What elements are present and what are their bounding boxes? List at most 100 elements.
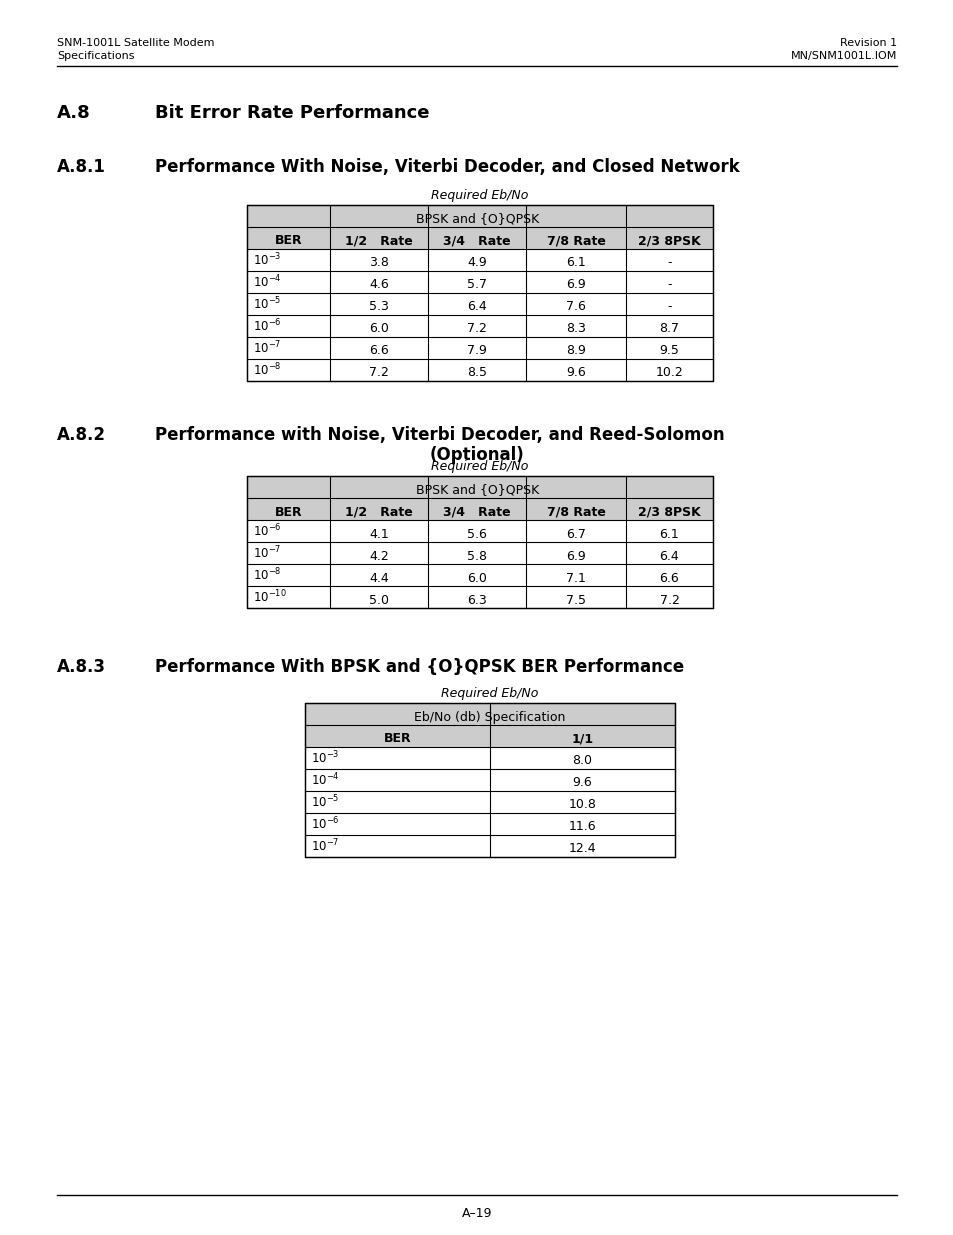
Text: 10.2: 10.2 (655, 367, 682, 379)
Text: 10$^{-6}$: 10$^{-6}$ (253, 522, 281, 540)
Text: 8.9: 8.9 (565, 345, 585, 357)
Text: A.8.2: A.8.2 (57, 426, 106, 445)
Text: 12.4: 12.4 (568, 842, 596, 856)
Text: BPSK and {O}QPSK: BPSK and {O}QPSK (416, 212, 539, 226)
Text: 4.1: 4.1 (369, 527, 389, 541)
Text: 10$^{-6}$: 10$^{-6}$ (253, 317, 281, 335)
Text: 4.4: 4.4 (369, 572, 389, 584)
Text: -: - (666, 257, 671, 269)
Text: -: - (666, 279, 671, 291)
Bar (305, 703, 675, 857)
Text: 6.0: 6.0 (369, 322, 389, 336)
Text: 6.4: 6.4 (659, 550, 679, 562)
Text: A.8.3: A.8.3 (57, 658, 106, 676)
Text: Required Eb/No: Required Eb/No (431, 459, 528, 473)
Text: 8.3: 8.3 (565, 322, 585, 336)
Text: 5.3: 5.3 (369, 300, 389, 314)
Text: 4.9: 4.9 (467, 257, 486, 269)
Text: Bit Error Rate Performance: Bit Error Rate Performance (154, 104, 429, 122)
Text: 3/4   Rate: 3/4 Rate (443, 505, 510, 519)
Text: 8.5: 8.5 (467, 367, 486, 379)
Text: 8.7: 8.7 (659, 322, 679, 336)
Text: 2/3 8PSK: 2/3 8PSK (638, 235, 700, 247)
Text: MN/SNM1001L.IOM: MN/SNM1001L.IOM (790, 51, 896, 61)
Text: 6.1: 6.1 (659, 527, 679, 541)
Text: 6.9: 6.9 (565, 279, 585, 291)
Text: 10$^{-8}$: 10$^{-8}$ (253, 567, 281, 583)
Text: 6.6: 6.6 (659, 572, 679, 584)
Text: Performance With BPSK and {O}QPSK BER Performance: Performance With BPSK and {O}QPSK BER Pe… (154, 658, 683, 676)
Text: A–19: A–19 (461, 1207, 492, 1220)
Text: 10$^{-6}$: 10$^{-6}$ (311, 815, 339, 832)
Text: 7.2: 7.2 (467, 322, 486, 336)
Text: 1/1: 1/1 (571, 732, 593, 746)
Text: 10$^{-7}$: 10$^{-7}$ (311, 837, 339, 855)
Text: 6.9: 6.9 (565, 550, 585, 562)
Text: 10$^{-7}$: 10$^{-7}$ (253, 340, 281, 357)
Text: 3.8: 3.8 (369, 257, 389, 269)
Text: 7.2: 7.2 (369, 367, 389, 379)
Text: 7.6: 7.6 (565, 300, 585, 314)
Text: Required Eb/No: Required Eb/No (431, 189, 528, 203)
Text: 9.6: 9.6 (572, 777, 592, 789)
Text: 2/3 8PSK: 2/3 8PSK (638, 505, 700, 519)
Text: 9.5: 9.5 (659, 345, 679, 357)
Bar (305, 703, 675, 725)
Text: 6.7: 6.7 (565, 527, 585, 541)
Text: 10$^{-5}$: 10$^{-5}$ (311, 794, 339, 810)
Text: Required Eb/No: Required Eb/No (441, 687, 538, 700)
Text: 3/4   Rate: 3/4 Rate (443, 235, 510, 247)
Text: 10$^{-4}$: 10$^{-4}$ (311, 772, 339, 788)
Text: A.8: A.8 (57, 104, 91, 122)
Text: 1/2   Rate: 1/2 Rate (345, 505, 413, 519)
Text: 10$^{-4}$: 10$^{-4}$ (253, 274, 281, 290)
Text: 7.9: 7.9 (467, 345, 486, 357)
Text: BER: BER (274, 235, 302, 247)
Text: 10$^{-8}$: 10$^{-8}$ (253, 362, 281, 378)
Text: 10$^{-3}$: 10$^{-3}$ (311, 750, 339, 766)
Text: SNM-1001L Satellite Modem: SNM-1001L Satellite Modem (57, 38, 214, 48)
Text: Revision 1: Revision 1 (839, 38, 896, 48)
Text: 6.3: 6.3 (467, 594, 486, 606)
Bar (247, 475, 712, 498)
Text: 7.5: 7.5 (565, 594, 585, 606)
Text: 7/8 Rate: 7/8 Rate (546, 505, 605, 519)
Text: 10$^{-7}$: 10$^{-7}$ (253, 545, 281, 561)
Text: 4.6: 4.6 (369, 279, 389, 291)
Text: 10.8: 10.8 (568, 799, 596, 811)
Text: Specifications: Specifications (57, 51, 134, 61)
Text: 5.7: 5.7 (467, 279, 486, 291)
Text: 1/2   Rate: 1/2 Rate (345, 235, 413, 247)
Text: 6.6: 6.6 (369, 345, 389, 357)
Text: 10$^{-3}$: 10$^{-3}$ (253, 252, 281, 268)
Text: 10$^{-10}$: 10$^{-10}$ (253, 589, 287, 605)
Text: 5.8: 5.8 (467, 550, 486, 562)
Bar (247, 205, 712, 227)
Text: 6.1: 6.1 (565, 257, 585, 269)
Text: A.8.1: A.8.1 (57, 158, 106, 177)
Text: 7.1: 7.1 (565, 572, 585, 584)
Bar (247, 498, 712, 520)
Text: Eb/No (db) Specification: Eb/No (db) Specification (414, 710, 565, 724)
Text: 9.6: 9.6 (565, 367, 585, 379)
Text: 5.6: 5.6 (467, 527, 486, 541)
Text: 11.6: 11.6 (568, 820, 596, 834)
Bar (247, 205, 712, 382)
Text: 4.2: 4.2 (369, 550, 389, 562)
Text: 7/8 Rate: 7/8 Rate (546, 235, 605, 247)
Text: Performance with Noise, Viterbi Decoder, and Reed-Solomon: Performance with Noise, Viterbi Decoder,… (154, 426, 724, 445)
Text: 6.0: 6.0 (467, 572, 486, 584)
Text: 10$^{-5}$: 10$^{-5}$ (253, 295, 281, 312)
Text: BER: BER (383, 732, 411, 746)
Text: (Optional): (Optional) (429, 446, 524, 464)
Bar (247, 475, 712, 608)
Text: Performance With Noise, Viterbi Decoder, and Closed Network: Performance With Noise, Viterbi Decoder,… (154, 158, 739, 177)
Bar (247, 227, 712, 249)
Text: -: - (666, 300, 671, 314)
Text: 5.0: 5.0 (369, 594, 389, 606)
Text: BPSK and {O}QPSK: BPSK and {O}QPSK (416, 483, 539, 496)
Text: 8.0: 8.0 (572, 755, 592, 767)
Text: BER: BER (274, 505, 302, 519)
Text: 7.2: 7.2 (659, 594, 679, 606)
Text: 6.4: 6.4 (467, 300, 486, 314)
